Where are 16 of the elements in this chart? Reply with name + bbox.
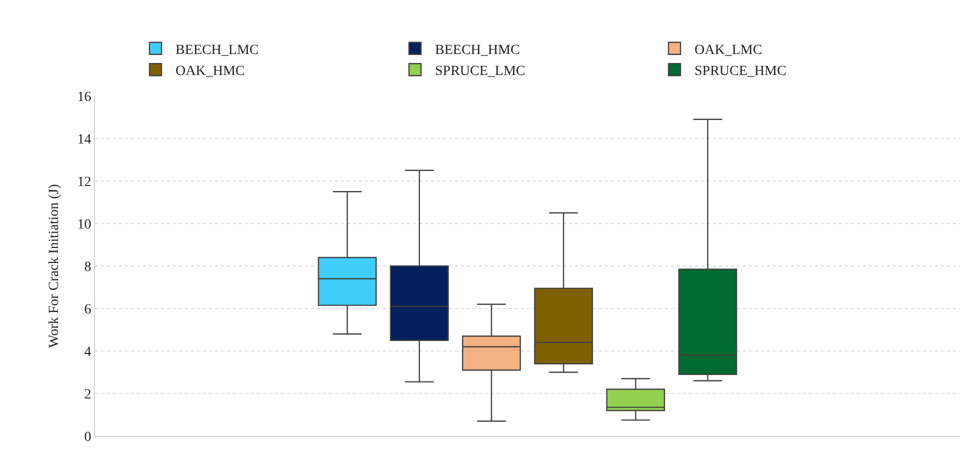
y-tick-label: 0	[84, 430, 92, 445]
legend-label: OAK_HMC	[176, 64, 245, 80]
y-axis-title: Work For Crack Initiation (J)	[46, 184, 62, 348]
y-tick-label: 12	[77, 174, 92, 190]
legend-label: OAK_LMC	[694, 42, 762, 58]
y-tick-label: 4	[84, 344, 92, 360]
y-tick-label: 14	[77, 132, 92, 148]
y-tick-label: 2	[84, 387, 92, 402]
y-tick-label: 8	[84, 260, 92, 275]
legend-label: BEECH_LMC	[176, 42, 259, 58]
y-tick-label: 16	[77, 90, 92, 105]
legend-label: SPRUCE_LMC	[435, 64, 526, 80]
y-tick-label: 10	[77, 217, 92, 232]
legend-label: SPRUCE_HMC	[694, 64, 786, 80]
y-tick-label: 6	[84, 302, 92, 318]
legend-label: BEECH_HMC	[435, 42, 520, 58]
